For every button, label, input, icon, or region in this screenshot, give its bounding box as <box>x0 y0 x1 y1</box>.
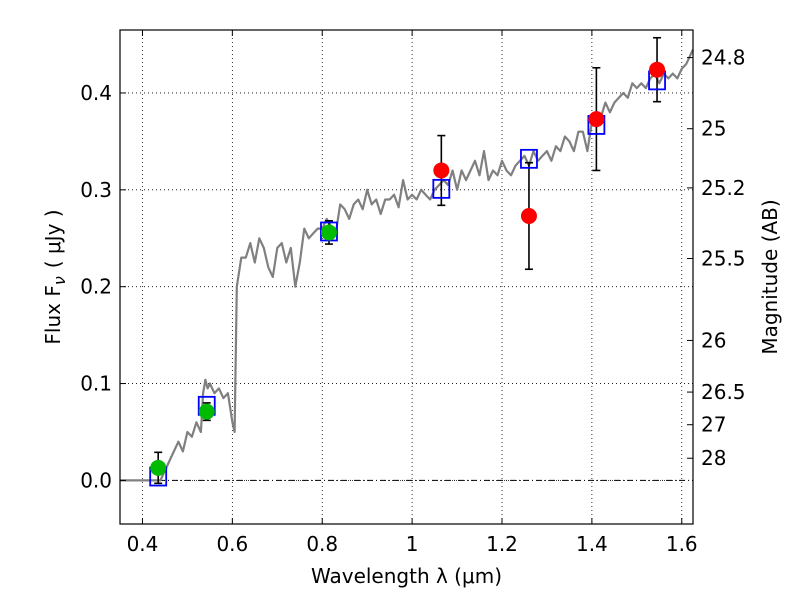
right-axis-label: Magnitude (AB) <box>758 199 782 354</box>
right-tick-label: 25.5 <box>701 246 746 270</box>
y-axis-label: Flux Fν ( μJy ) <box>41 209 69 344</box>
data-point <box>320 224 337 241</box>
y-tick-label: 0.1 <box>80 372 112 396</box>
y-tick-label: 0.3 <box>80 178 112 202</box>
y-tick-label: 0.0 <box>80 468 112 492</box>
y-tick-label: 0.2 <box>80 275 112 299</box>
data-point <box>588 111 605 128</box>
x-tick-label: 1.6 <box>666 532 698 556</box>
right-tick-label: 25 <box>701 117 726 141</box>
right-tick-label: 26 <box>701 328 726 352</box>
y-axis-label-unit: ( μJy ) <box>41 209 65 268</box>
x-tick-label: 1.2 <box>486 532 518 556</box>
x-tick-label: 1.4 <box>576 532 608 556</box>
x-tick-label: 0.4 <box>127 532 159 556</box>
data-point <box>520 207 537 224</box>
data-point <box>649 61 666 78</box>
model-point <box>320 221 338 242</box>
right-tick-label: 24.8 <box>701 46 746 70</box>
right-tick-label: 27 <box>701 413 726 437</box>
model-point <box>432 178 451 199</box>
y-axis-label-main: Flux F <box>41 285 65 344</box>
right-tick-label: 25.2 <box>701 176 746 200</box>
data-point <box>433 162 450 179</box>
x-tick-label: 1 <box>406 532 419 556</box>
x-axis-label: Wavelength λ (μm) <box>311 564 502 588</box>
x-tick-label: 0.8 <box>306 532 338 556</box>
y-tick-label: 0.4 <box>80 81 112 105</box>
right-tick-label: 26.5 <box>701 380 746 404</box>
model-point <box>520 148 538 169</box>
y-axis-label-sub: ν <box>50 276 69 285</box>
ticks: 0.4 0.6 0.8 1 1.2 1.4 1.6 0.0 0.1 0.2 0.3 0.4 24.8 25… <box>80 30 746 556</box>
plot-frame <box>119 29 694 525</box>
series-layer <box>120 36 694 487</box>
x-tick-label: 0.6 <box>216 532 248 556</box>
data-point <box>150 459 167 476</box>
right-tick-label: 28 <box>701 446 726 470</box>
data-point <box>198 403 215 420</box>
